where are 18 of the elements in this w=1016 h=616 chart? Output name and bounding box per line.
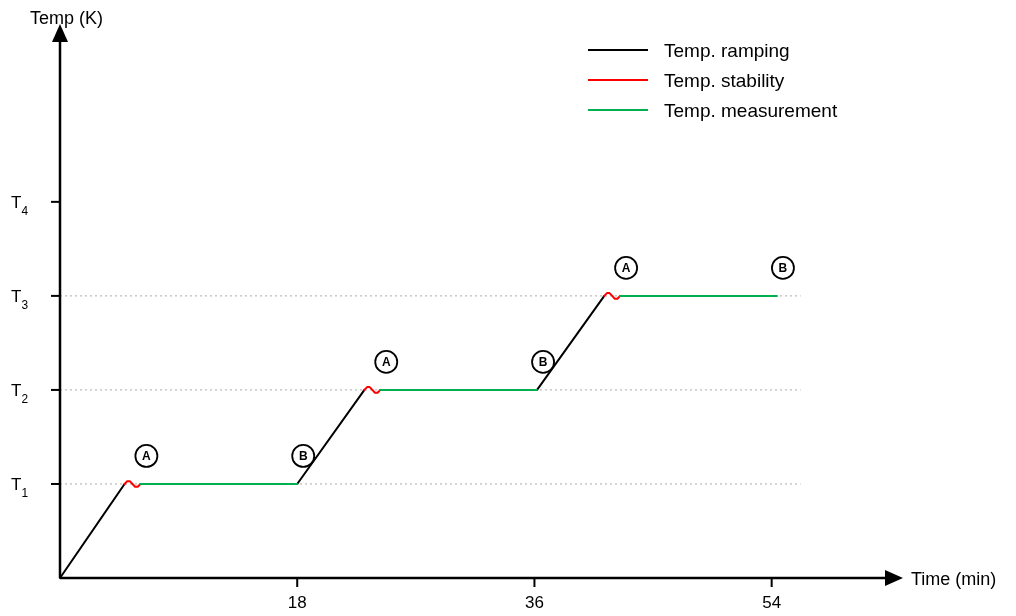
annotation: B: [778, 261, 788, 276]
x-tick-label: 36: [524, 593, 544, 612]
legend-label: Temp. ramping: [664, 40, 790, 61]
y-tick-label: T$_{3}$: [10, 286, 29, 312]
annotation: A: [381, 355, 391, 370]
x-axis-title: Time (min): [911, 569, 997, 589]
legend-label: Temp. measurement: [664, 100, 838, 121]
annotation: B: [538, 355, 548, 370]
legend-label: Temp. stability: [664, 70, 785, 91]
x-tick-label: 18: [287, 593, 307, 612]
y-tick-label: T$_{2}$: [10, 380, 29, 406]
y-axis-title: Temp (K): [30, 8, 104, 28]
y-tick-label: T$_{4}$: [10, 192, 29, 218]
annotation: A: [621, 261, 631, 276]
y-tick-label: T$_{1}$: [10, 474, 29, 500]
x-tick-label: 54: [762, 593, 782, 612]
annotation: B: [298, 449, 308, 464]
annotation: A: [142, 449, 152, 464]
